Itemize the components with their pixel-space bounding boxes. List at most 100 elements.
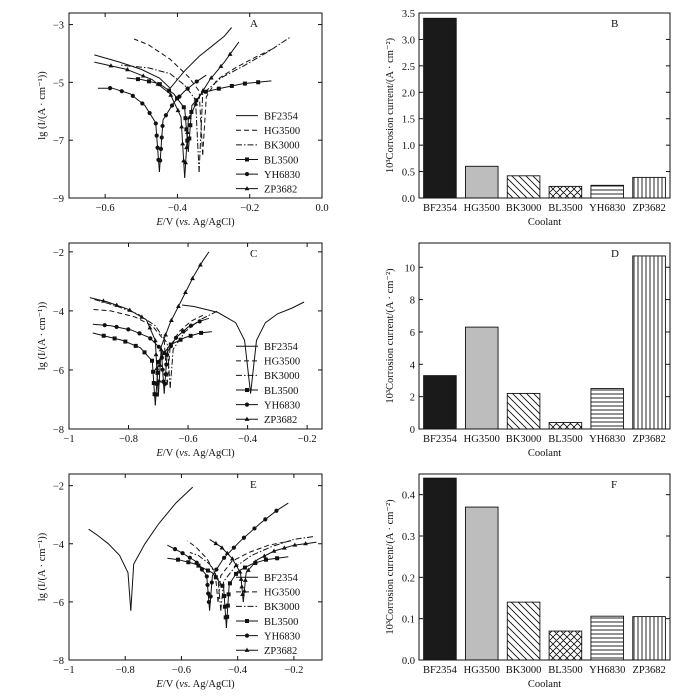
curve-BL3500-cathodic [126, 77, 189, 152]
marker-ZP3682 [193, 101, 199, 106]
y-tick-label: −3 [53, 21, 64, 32]
y-tick-label: −2 [53, 482, 64, 493]
marker-BL3500 [263, 557, 268, 562]
x-tick-label: ZP3682 [632, 665, 665, 676]
legend-label: BF2354 [264, 111, 299, 122]
y-tick-label: 0 [410, 425, 415, 436]
marker-BL3500 [194, 98, 199, 103]
marker-ZP3682 [229, 556, 235, 561]
marker-BL3500 [227, 581, 232, 586]
marker-YH6830 [194, 560, 199, 565]
marker-YH6830 [147, 110, 152, 116]
y-tick-label: 0.4 [402, 491, 416, 502]
y-tick-label: 3.5 [402, 9, 415, 20]
bar-BK3000 [506, 392, 541, 430]
y-tick-label: 1.0 [402, 141, 415, 152]
marker-ZP3682 [237, 569, 243, 574]
marker-ZP3682 [114, 302, 120, 307]
bar-HG3500 [464, 165, 499, 199]
x-tick-label: YH6830 [589, 203, 625, 214]
marker-ZP3682 [158, 347, 164, 352]
y-tick-label: −6 [53, 366, 64, 377]
marker-YH6830 [221, 555, 227, 560]
legend-label: HG3500 [264, 126, 300, 137]
y-tick-label: 6 [410, 328, 415, 339]
marker-BL3500 [184, 127, 189, 132]
x-tick-label: −0.2 [284, 665, 303, 676]
marker-YH6830 [274, 508, 279, 513]
marker-ZP3682 [147, 325, 153, 330]
marker-ZP3682 [224, 550, 230, 555]
y-axis-label: lg (I/(A · cm⁻¹)) [37, 532, 48, 601]
series-BK3000 [119, 37, 290, 173]
series-HG3500 [186, 540, 292, 602]
y-tick-label: −8 [53, 656, 64, 667]
x-axis-label: Coolant [528, 217, 561, 228]
marker-YH6830 [102, 323, 107, 328]
curve-BF2354-anodic [169, 27, 232, 89]
x-tick-label: YH6830 [589, 665, 625, 676]
legend-label: YH6830 [264, 631, 300, 642]
x-axis-label: E/V (vs. Ag/AgCl) [155, 679, 235, 690]
x-tick-label: −0.8 [119, 434, 138, 445]
legend-marker-YH6830 [244, 402, 250, 407]
marker-YH6830 [160, 123, 165, 129]
x-tick-label: −0.8 [116, 665, 135, 676]
panel-letter: B [611, 18, 618, 30]
bar-HG3500 [464, 506, 499, 661]
marker-BL3500 [242, 81, 247, 86]
x-tick-label: −0.2 [298, 434, 317, 445]
legend-label: BK3000 [264, 141, 300, 152]
marker-ZP3682 [218, 63, 224, 68]
legend-marker-BL3500 [245, 619, 249, 624]
curve-ZP3682-anodic [157, 251, 210, 397]
x-tick-label: BF2354 [423, 434, 458, 445]
marker-BL3500 [133, 343, 138, 348]
panel-letter: A [250, 18, 258, 30]
marker-BL3500 [234, 571, 239, 576]
y-tick-label: 10 [405, 263, 416, 274]
x-tick-label: BF2354 [423, 665, 458, 676]
x-tick-label: HG3500 [464, 203, 500, 214]
marker-ZP3682 [157, 362, 163, 367]
bar-BK3000 [506, 175, 541, 199]
curve-BF2354-cathodic [88, 528, 132, 611]
marker-YH6830 [159, 135, 164, 140]
curve-HG3500-anodic [217, 540, 292, 602]
marker-ZP3682 [101, 298, 106, 303]
marker-YH6830 [252, 526, 257, 531]
series-BF2354 [94, 27, 232, 89]
marker-YH6830 [154, 133, 159, 138]
marker-YH6830 [114, 324, 119, 330]
bar-ZP3682 [632, 176, 666, 199]
marker-BL3500 [225, 603, 230, 608]
bar-ZP3682 [632, 255, 666, 430]
marker-BL3500 [186, 560, 191, 565]
marker-BL3500 [226, 592, 231, 597]
marker-YH6830 [153, 121, 158, 126]
legend-label: BL3500 [264, 386, 298, 397]
marker-YH6830 [199, 567, 205, 572]
legend-label: HG3500 [264, 588, 300, 599]
legend-label: ZP3682 [264, 646, 297, 657]
legend-label: BK3000 [264, 602, 300, 613]
marker-YH6830 [187, 555, 192, 560]
legend-label: HG3500 [264, 357, 300, 368]
curve-HG3500-cathodic [186, 540, 219, 602]
marker-YH6830 [163, 113, 169, 118]
x-tick-label: −1 [63, 434, 74, 445]
marker-BL3500 [183, 116, 188, 121]
series-ZP3682 [89, 251, 210, 397]
marker-ZP3682 [261, 553, 267, 558]
legend-label: ZP3682 [264, 415, 297, 426]
series-YH6830 [167, 502, 289, 611]
marker-BL3500 [152, 392, 157, 397]
x-tick-label: BF2354 [423, 203, 458, 214]
marker-BL3500 [188, 123, 193, 128]
plot-frame [68, 473, 323, 661]
bar-BL3500 [548, 630, 583, 661]
marker-YH6830 [241, 535, 247, 540]
y-tick-label: 0.0 [402, 194, 415, 205]
y-tick-label: −5 [53, 78, 64, 89]
x-tick-label: BL3500 [548, 203, 582, 214]
